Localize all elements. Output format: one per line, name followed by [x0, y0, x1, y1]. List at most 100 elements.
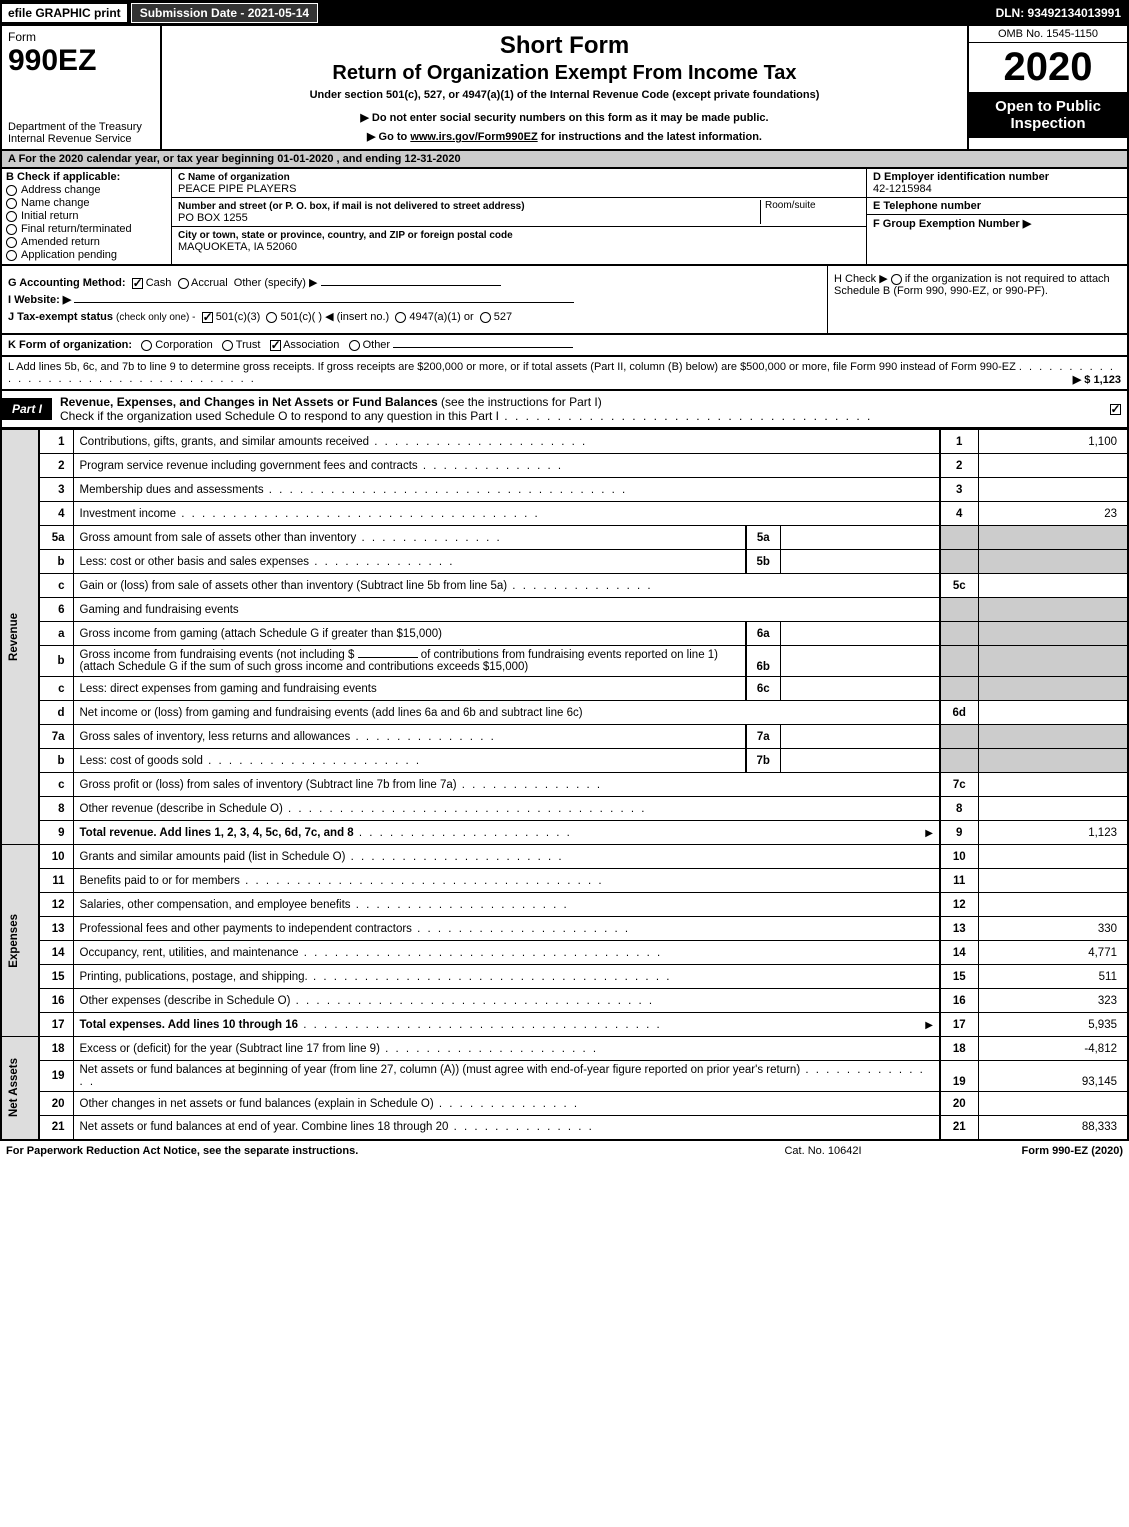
line-desc: Less: cost of goods sold — [73, 749, 746, 773]
dept-line1: Department of the Treasury — [8, 121, 142, 133]
top-bar: efile GRAPHIC print Submission Date - 20… — [0, 0, 1129, 26]
chk-527[interactable] — [480, 312, 491, 323]
line-num: b — [39, 646, 73, 677]
line-value: 93,145 — [978, 1061, 1128, 1092]
section-ghij: G Accounting Method: Cash Accrual Other … — [0, 266, 1129, 335]
chk-501c[interactable] — [266, 312, 277, 323]
arrow-icon — [925, 827, 933, 839]
line-6b: b Gross income from fundraising events (… — [1, 646, 1128, 677]
form-number: 990EZ — [8, 44, 154, 78]
line-num: 10 — [39, 845, 73, 869]
line-box-num: 15 — [940, 965, 978, 989]
line-value — [978, 574, 1128, 598]
line-15: 15 Printing, publications, postage, and … — [1, 965, 1128, 989]
line-desc: Benefits paid to or for members — [73, 869, 940, 893]
chk-association[interactable] — [270, 340, 281, 351]
line-num: 7a — [39, 725, 73, 749]
dots-decoration — [499, 409, 872, 423]
sub-line-value — [780, 677, 940, 701]
section-k: K Form of organization: Corporation Trus… — [0, 335, 1129, 357]
chk-accrual[interactable] — [178, 278, 189, 289]
greyed-cell — [978, 526, 1128, 550]
line-box-num: 14 — [940, 941, 978, 965]
opt-4947: 4947(a)(1) or — [409, 311, 473, 323]
chk-corporation[interactable] — [141, 340, 152, 351]
chk-address-change[interactable]: Address change — [6, 184, 167, 196]
chk-application-pending[interactable]: Application pending — [6, 249, 167, 261]
line-box-num: 9 — [940, 821, 978, 845]
greyed-cell — [940, 677, 978, 701]
g-label: G Accounting Method: — [8, 277, 126, 289]
assoc-label: Association — [283, 339, 339, 351]
checkbox-icon — [6, 237, 17, 248]
line-num: a — [39, 622, 73, 646]
chk-final-return[interactable]: Final return/terminated — [6, 223, 167, 235]
chk-label: Address change — [21, 184, 101, 196]
chk-initial-return[interactable]: Initial return — [6, 210, 167, 222]
line-value — [978, 893, 1128, 917]
k-label: K Form of organization: — [8, 339, 132, 351]
line-6a: a Gross income from gaming (attach Sched… — [1, 622, 1128, 646]
section-i: I Website: ▶ — [8, 293, 821, 306]
chk-schedule-b-not-required[interactable] — [891, 274, 902, 285]
chk-amended-return[interactable]: Amended return — [6, 236, 167, 248]
greyed-cell — [940, 725, 978, 749]
checkbox-icon — [6, 185, 17, 196]
chk-label: Name change — [21, 197, 90, 209]
form-version: Form 990-EZ (2020) — [923, 1145, 1123, 1157]
department-label: Department of the Treasury Internal Reve… — [8, 121, 154, 145]
other-org-input[interactable] — [393, 347, 573, 348]
line-num: 3 — [39, 478, 73, 502]
chk-cash[interactable] — [132, 278, 143, 289]
tax-year: 2020 — [969, 43, 1127, 92]
chk-other-org[interactable] — [349, 340, 360, 351]
h-text: H Check ▶ — [834, 273, 891, 285]
dln-label: DLN: 93492134013991 — [996, 6, 1129, 20]
fundraising-amount-input[interactable] — [358, 657, 418, 658]
line-num: 1 — [39, 430, 73, 454]
part-1-header: Part I Revenue, Expenses, and Changes in… — [0, 391, 1129, 429]
efile-badge[interactable]: efile GRAPHIC print — [2, 4, 127, 22]
line-num: 21 — [39, 1116, 73, 1140]
line-desc: Gaming and fundraising events — [73, 598, 940, 622]
other-specify-input[interactable] — [321, 285, 501, 286]
info-block: B Check if applicable: Address change Na… — [0, 169, 1129, 266]
goto-pre: ▶ Go to — [367, 131, 410, 143]
form-header: Form 990EZ Department of the Treasury In… — [0, 26, 1129, 151]
sub-line-num: 5b — [746, 550, 780, 574]
line-desc: Gross income from fundraising events (no… — [73, 646, 746, 677]
line-7b: b Less: cost of goods sold 7b — [1, 749, 1128, 773]
section-g: G Accounting Method: Cash Accrual Other … — [8, 276, 821, 289]
line-18: Net Assets 18 Excess or (deficit) for th… — [1, 1037, 1128, 1061]
chk-4947[interactable] — [395, 312, 406, 323]
line-desc: Total revenue. Add lines 1, 2, 3, 4, 5c,… — [73, 821, 940, 845]
chk-501c3[interactable] — [202, 312, 213, 323]
chk-schedule-o-used[interactable] — [1110, 404, 1121, 415]
line-num: 5a — [39, 526, 73, 550]
chk-name-change[interactable]: Name change — [6, 197, 167, 209]
line-desc: Contributions, gifts, grants, and simila… — [73, 430, 940, 454]
line-value — [978, 478, 1128, 502]
addr-label: Number and street (or P. O. box, if mail… — [178, 201, 525, 212]
website-input[interactable] — [74, 302, 574, 303]
line-4: 4 Investment income 4 23 — [1, 502, 1128, 526]
telephone-label: E Telephone number — [873, 200, 981, 212]
line-box-num: 19 — [940, 1061, 978, 1092]
line-9: 9 Total revenue. Add lines 1, 2, 3, 4, 5… — [1, 821, 1128, 845]
line-desc: Net assets or fund balances at end of ye… — [73, 1116, 940, 1140]
ein-label: D Employer identification number — [873, 171, 1049, 183]
line-value — [978, 1092, 1128, 1116]
subtitle-section: Under section 501(c), 527, or 4947(a)(1)… — [172, 89, 957, 101]
greyed-cell — [978, 646, 1128, 677]
line-num: 18 — [39, 1037, 73, 1061]
irs-link[interactable]: www.irs.gov/Form990EZ — [410, 131, 537, 143]
line-desc: Other revenue (describe in Schedule O) — [73, 797, 940, 821]
line-num: 2 — [39, 454, 73, 478]
chk-trust[interactable] — [222, 340, 233, 351]
l-amount: ▶ $ 1,123 — [1073, 373, 1121, 386]
line-3: 3 Membership dues and assessments 3 — [1, 478, 1128, 502]
greyed-cell — [940, 550, 978, 574]
line-11: 11 Benefits paid to or for members 11 — [1, 869, 1128, 893]
checkbox-icon — [6, 211, 17, 222]
line-14: 14 Occupancy, rent, utilities, and maint… — [1, 941, 1128, 965]
